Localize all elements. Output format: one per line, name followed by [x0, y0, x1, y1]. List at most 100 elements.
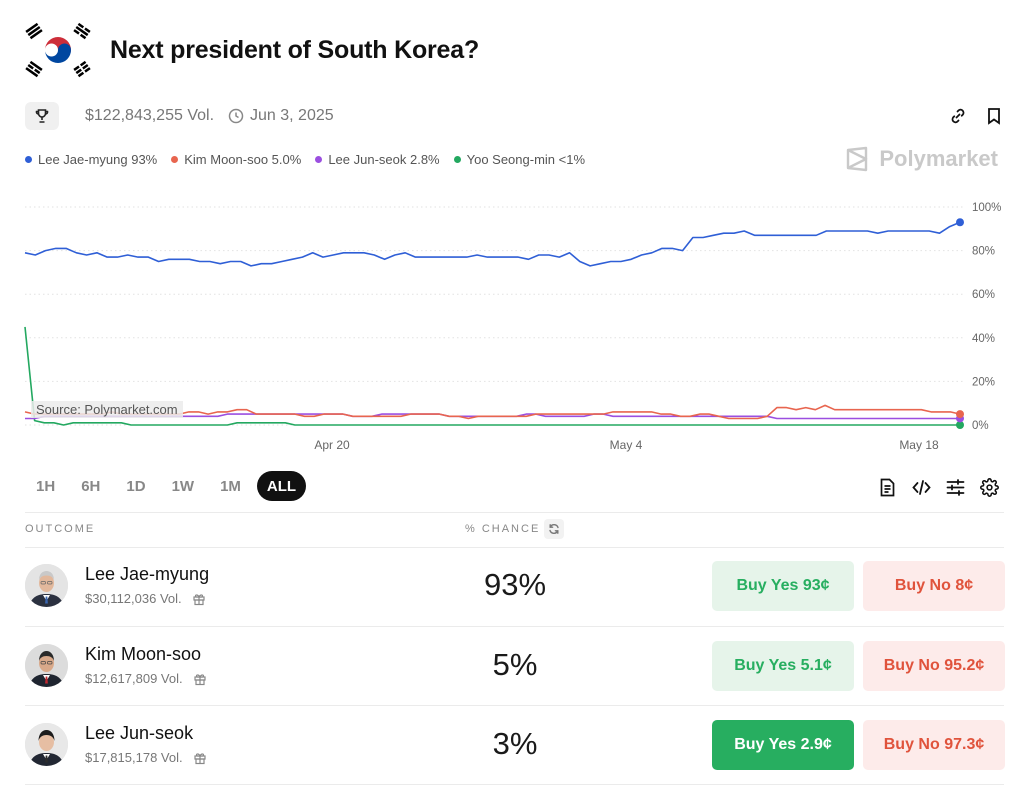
sliders-icon	[946, 479, 965, 496]
end-date: Jun 3, 2025	[228, 107, 334, 125]
legend-item-kim-moon-soo: Kim Moon-soo 5.0%	[171, 152, 301, 167]
outcome-chance: 93%	[483, 567, 547, 602]
outcome-volume: $17,815,178 Vol.	[85, 750, 207, 765]
source-label: Source: Polymarket.com	[31, 401, 183, 418]
code-icon	[912, 480, 931, 495]
legend-item-yoo-seong-min: Yoo Seong-min <1%	[453, 152, 586, 167]
range-6h[interactable]: 6H	[81, 477, 101, 495]
outcome-volume-text: $17,815,178 Vol.	[85, 750, 183, 765]
range-1m[interactable]: 1M	[220, 477, 241, 495]
x-tick-label: Apr 20	[314, 438, 350, 452]
bookmark-button[interactable]	[985, 107, 1003, 125]
outcome-chance: 5%	[492, 647, 538, 682]
outcome-chance: 3%	[492, 726, 538, 761]
embed-button[interactable]	[912, 478, 931, 497]
candidate-photo	[25, 644, 68, 687]
refresh-button[interactable]	[544, 519, 565, 539]
outcome-row-lee-jae-myung[interactable]: Lee Jae-myung $30,112,036 Vol. 93% Buy Y…	[25, 547, 1005, 626]
avatar	[25, 723, 68, 766]
avatar	[25, 564, 68, 607]
gift-icon[interactable]	[193, 672, 207, 686]
polymarket-watermark: Polymarket	[845, 146, 998, 172]
legend-dot	[25, 156, 32, 163]
outcome-name: Lee Jae-myung	[85, 564, 210, 584]
divider	[25, 626, 1004, 627]
link-icon	[951, 108, 965, 124]
outcome-name: Kim Moon-soo	[85, 644, 202, 664]
buy-no-button[interactable]: Buy No 97.3¢	[863, 720, 1005, 770]
legend-dot	[453, 156, 461, 163]
time-range-selector: 1H 6H 1D 1W 1M ALL	[26, 471, 307, 501]
buy-yes-button[interactable]: Buy Yes 2.9¢	[712, 720, 854, 770]
x-tick-label: May 4	[610, 438, 643, 452]
total-volume: $122,843,255 Vol.	[85, 107, 215, 124]
divider	[25, 512, 1004, 513]
outcome-volume-text: $30,112,036 Vol.	[85, 591, 182, 606]
gear-icon	[980, 478, 999, 497]
series-end-point	[956, 421, 964, 429]
series-line-lee-jae-myung	[24, 221, 961, 267]
legend-item-lee-jae-myung: Lee Jae-myung 93%	[25, 152, 157, 167]
candidate-photo	[25, 723, 68, 766]
divider	[25, 547, 1004, 548]
divider	[25, 705, 1004, 706]
table-header: OUTCOME % CHANCE	[25, 519, 1004, 541]
legend-dot	[171, 156, 179, 163]
legend-label: Kim Moon-soo 5.0%	[184, 152, 302, 167]
outcome-row-kim-moon-soo[interactable]: Kim Moon-soo $12,617,809 Vol. 5% Buy Yes…	[25, 627, 1005, 706]
avatar	[25, 644, 68, 687]
legend-label: Lee Jae-myung 93%	[38, 152, 158, 167]
outcome-row-lee-jun-seok[interactable]: Lee Jun-seok $17,815,178 Vol. 3% Buy Yes…	[25, 706, 1005, 785]
refresh-icon	[549, 524, 559, 534]
buy-yes-button[interactable]: Buy Yes 5.1¢	[712, 641, 854, 691]
y-tick-label: 0%	[972, 420, 989, 432]
divider	[25, 784, 1004, 785]
x-tick-label: May 18	[899, 438, 939, 452]
legend-item-lee-jun-seok: Lee Jun-seok 2.8%	[315, 152, 440, 167]
y-tick-label: 80%	[972, 246, 995, 258]
chart-legend: Lee Jae-myung 93% Kim Moon-soo 5.0% Lee …	[25, 152, 585, 167]
bookmark-icon	[988, 108, 1000, 125]
legend-label: Yoo Seong-min <1%	[466, 152, 586, 167]
trophy-icon	[35, 109, 49, 123]
y-tick-label: 40%	[972, 333, 995, 345]
chart-tools	[878, 478, 999, 497]
series-end-point	[956, 218, 964, 227]
outcome-volume: $12,617,809 Vol.	[85, 671, 207, 686]
filters-button[interactable]	[946, 478, 965, 497]
chance-header-label: % CHANCE	[465, 523, 541, 535]
document-icon	[880, 478, 895, 497]
legend-dot	[315, 156, 323, 163]
settings-button[interactable]	[980, 478, 999, 497]
buy-no-button[interactable]: Buy No 8¢	[863, 561, 1005, 611]
range-1h[interactable]: 1H	[36, 477, 56, 495]
south-korea-flag-icon	[22, 20, 94, 80]
y-tick-label: 100%	[972, 202, 1001, 214]
y-tick-label: 20%	[972, 376, 995, 388]
market-meta: $122,843,255 Vol. Jun 3, 2025	[25, 102, 1003, 130]
series-end-point	[956, 410, 964, 419]
trophy-button[interactable]	[25, 102, 59, 130]
rules-button[interactable]	[878, 478, 897, 497]
copy-link-button[interactable]	[949, 107, 967, 125]
outcome-volume: $30,112,036 Vol.	[85, 591, 206, 606]
range-all[interactable]: ALL	[256, 471, 307, 501]
legend-label: Lee Jun-seok 2.8%	[328, 152, 440, 167]
series-line-yoo-seong-min	[24, 326, 960, 426]
buy-no-button[interactable]: Buy No 95.2¢	[863, 641, 1005, 691]
y-tick-label: 60%	[972, 289, 995, 301]
market-header: Next president of South Korea?	[22, 20, 479, 80]
outcome-volume-text: $12,617,809 Vol.	[85, 671, 183, 686]
range-1d[interactable]: 1D	[126, 477, 146, 495]
range-1w[interactable]: 1W	[171, 477, 195, 495]
buy-yes-button[interactable]: Buy Yes 93¢	[712, 561, 854, 611]
clock-icon	[228, 108, 244, 124]
gift-icon[interactable]	[193, 751, 207, 765]
outcome-header: OUTCOME	[25, 523, 96, 535]
brand-name: Polymarket	[879, 146, 998, 171]
chance-header: % CHANCE	[465, 519, 565, 539]
outcome-name: Lee Jun-seok	[85, 723, 194, 743]
page-title: Next president of South Korea?	[110, 35, 480, 64]
gift-icon[interactable]	[192, 592, 206, 606]
polymarket-logo-icon	[847, 146, 868, 172]
